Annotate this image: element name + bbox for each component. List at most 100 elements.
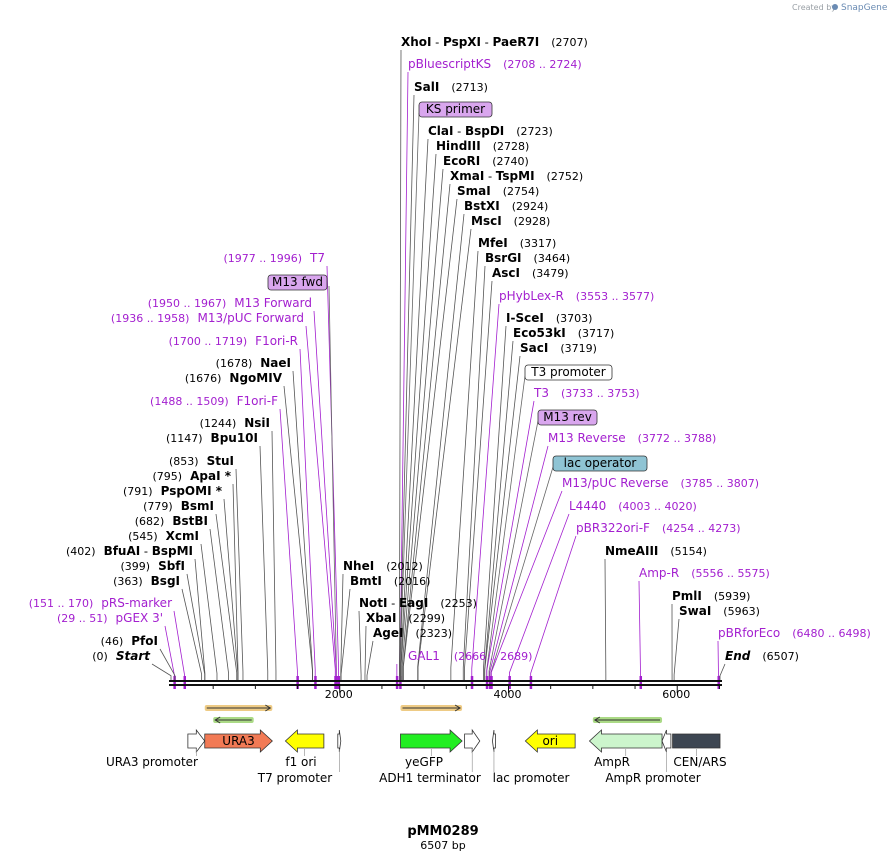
- leader-line: [488, 420, 539, 680]
- enzyme-separator: -: [481, 35, 492, 49]
- site-label-sbfi[interactable]: (399) SbfI: [120, 559, 185, 573]
- site-label-msci[interactable]: MscI (2928): [471, 214, 550, 228]
- site-label-end[interactable]: End (6507): [725, 649, 799, 663]
- site-label-t3-promoter[interactable]: T3 promoter: [524, 364, 613, 381]
- leader-line: [358, 610, 362, 680]
- site-label-amp-r[interactable]: Amp-R (5556 .. 5575): [639, 566, 770, 580]
- primer-name: L4440: [569, 499, 606, 513]
- site-label-m13-reverse[interactable]: M13 Reverse (3772 .. 3788): [548, 431, 716, 445]
- primer-site-mark: [395, 676, 399, 689]
- site-label-t7[interactable]: (1977 .. 1996) T7: [223, 251, 325, 265]
- enzyme-separator: -: [453, 124, 464, 138]
- feature-t7-promoter[interactable]: T7 promoter: [257, 729, 342, 785]
- feature-label: CEN/ARS: [673, 755, 726, 769]
- site-label-xcmi[interactable]: (545) XcmI: [128, 529, 199, 543]
- site-label-ecori[interactable]: EcoRI (2740): [443, 154, 529, 168]
- site-label-nhei[interactable]: NheI (2012): [343, 559, 423, 573]
- feature-lac-promoter[interactable]: lac promoter: [492, 729, 569, 785]
- site-label-clai[interactable]: ClaI - BspDI (2723): [428, 124, 553, 138]
- feature-shape: [187, 728, 206, 754]
- feature-yegfp[interactable]: yeGFP: [400, 729, 463, 769]
- site-label-pbrforeco[interactable]: pBRforEco (6480 .. 6498): [718, 626, 871, 640]
- site-label-pgex-3-[interactable]: (29 .. 51) pGEX 3': [57, 611, 163, 625]
- leader-line: [159, 648, 176, 680]
- primer-site-mark: [173, 676, 176, 689]
- site-label-xhoi[interactable]: XhoI - PspXI - PaeR7I (2707): [401, 35, 588, 49]
- enzyme-name: BfuAI: [104, 544, 141, 558]
- leader-line: [400, 153, 437, 680]
- site-label-smai[interactable]: SmaI (2754): [457, 184, 539, 198]
- enzyme-name: EagI: [399, 596, 428, 610]
- site-label-apai-[interactable]: (795) ApaI *: [153, 469, 232, 483]
- site-label-eco53ki[interactable]: Eco53kI (3717): [513, 326, 614, 340]
- site-label-asci[interactable]: AscI (3479): [492, 266, 569, 280]
- site-label-gal1[interactable]: GAL1 (2666 .. 2689): [408, 649, 532, 663]
- site-label-prs-marker[interactable]: (151 .. 170) pRS-marker: [29, 596, 172, 610]
- site-label-nsii[interactable]: (1244) NsiI: [200, 416, 270, 430]
- site-label-pspomi-[interactable]: (791) PspOMI *: [123, 484, 223, 498]
- site-label-pmli[interactable]: PmlI (5939): [672, 589, 750, 603]
- site-label-nmeaiii[interactable]: NmeAIII (5154): [605, 544, 707, 558]
- feature-adh1-terminator[interactable]: ADH1 terminator: [379, 728, 481, 785]
- site-label-bstxi[interactable]: BstXI (2924): [464, 199, 548, 213]
- site-label-naei[interactable]: (1678) NaeI: [216, 356, 291, 370]
- site-label-f1ori-f[interactable]: (1488 .. 1509) F1ori-F: [150, 394, 278, 408]
- site-label-agei[interactable]: AgeI (2323): [373, 626, 452, 640]
- leader-line: [328, 285, 337, 680]
- site-label-phyblex-r[interactable]: pHybLex-R (3553 .. 3577): [499, 289, 654, 303]
- site-label-pbluescriptks[interactable]: pBluescriptKS (2708 .. 2724): [408, 57, 582, 71]
- feature-f1-ori[interactable]: f1 ori: [284, 729, 325, 769]
- feature-shape: [284, 729, 325, 753]
- site-label-xmai[interactable]: XmaI - TspMI (2752): [450, 169, 583, 183]
- site-label-pfoi[interactable]: (46) PfoI: [101, 634, 158, 648]
- site-label-f1ori-r[interactable]: (1700 .. 1719) F1ori-R: [169, 334, 298, 348]
- feature-ura3[interactable]: URA3: [204, 729, 273, 753]
- site-label-ks-primer[interactable]: KS primer: [418, 101, 493, 118]
- site-label-start[interactable]: (0) Start: [92, 649, 151, 663]
- enzyme-name: PfoI: [131, 634, 158, 648]
- enzyme-name: NsiI: [244, 416, 270, 430]
- site-label-bsgi[interactable]: (363) BsgI: [113, 574, 180, 588]
- feature-ampr[interactable]: AmpR: [588, 729, 663, 769]
- primer-site-mark: [717, 676, 720, 689]
- site-position: (2012): [386, 560, 423, 573]
- feature-ampr-promoter[interactable]: AmpR promoter: [605, 729, 701, 785]
- enzyme-name: BsgI: [151, 574, 180, 588]
- site-label-mfei[interactable]: MfeI (3317): [478, 236, 556, 250]
- site-label-bstbi[interactable]: (682) BstBI: [135, 514, 208, 528]
- site-label-ngomiv[interactable]: (1676) NgoMIV: [185, 371, 283, 385]
- site-label-t3[interactable]: T3 (3733 .. 3753): [533, 386, 640, 400]
- primer-name: pBRforEco: [718, 626, 780, 640]
- site-position: (2928): [514, 215, 551, 228]
- feature-ori[interactable]: ori: [524, 729, 576, 753]
- enzyme-name: I-SceI: [506, 311, 544, 325]
- site-label-noti[interactable]: NotI - EagI (2253): [359, 596, 477, 610]
- label-text: pBRforEco (6480 .. 6498): [718, 626, 871, 640]
- site-label-pbr322ori-f[interactable]: pBR322ori-F (4254 .. 4273): [576, 521, 741, 535]
- site-label-saci[interactable]: SacI (3719): [520, 341, 597, 355]
- site-label-m13-rev[interactable]: M13 rev: [537, 409, 598, 426]
- site-label-bsrgi[interactable]: BsrGI (3464): [485, 251, 570, 265]
- site-label-hindiii[interactable]: HindIII (2728): [436, 139, 529, 153]
- feature-ura3-promoter[interactable]: URA3 promoter: [106, 728, 206, 769]
- orf-arrowhead: [593, 716, 601, 724]
- site-label-bmti[interactable]: BmtI (2016): [350, 574, 430, 588]
- site-label-m13-fwd[interactable]: M13 fwd: [267, 274, 328, 291]
- leader-line: [401, 168, 444, 680]
- site-label-m13-forward[interactable]: (1950 .. 1967) M13 Forward: [148, 296, 312, 310]
- label-text: (545) XcmI: [128, 529, 199, 543]
- site-label-bsmi[interactable]: (779) BsmI: [143, 499, 214, 513]
- site-label-stui[interactable]: (853) StuI: [169, 454, 234, 468]
- feature-cen-ars[interactable]: CEN/ARS: [672, 733, 727, 769]
- site-label-i-scei[interactable]: I-SceI (3703): [506, 311, 592, 325]
- site-label-bfuai[interactable]: (402) BfuAI - BspMI: [66, 544, 193, 558]
- site-label-l4440[interactable]: L4440 (4003 .. 4020): [569, 499, 697, 513]
- site-label-swai[interactable]: SwaI (5963): [679, 604, 760, 618]
- site-label-m13-puc-forward[interactable]: (1936 .. 1958) M13/pUC Forward: [111, 311, 304, 325]
- site-label-bpu10i[interactable]: (1147) Bpu10I: [166, 431, 258, 445]
- site-label-m13-puc-reverse[interactable]: M13/pUC Reverse (3785 .. 3807): [562, 476, 759, 490]
- site-label-xbai[interactable]: XbaI (2299): [366, 611, 445, 625]
- site-label-sali[interactable]: SalI (2713): [414, 80, 488, 94]
- site-label-lac-operator[interactable]: lac operator: [552, 455, 648, 472]
- label-text: BmtI (2016): [350, 574, 430, 588]
